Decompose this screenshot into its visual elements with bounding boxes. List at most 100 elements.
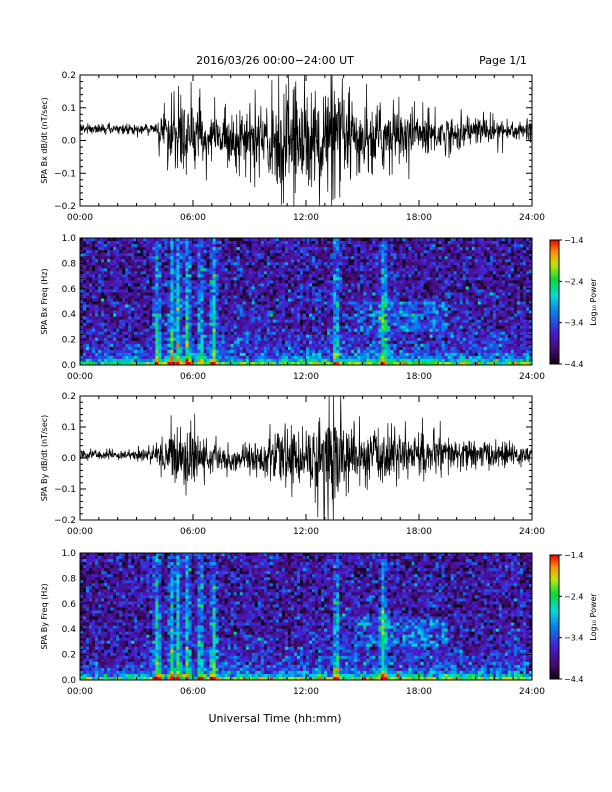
spectrogram-cell [161,256,165,260]
spectrogram-cell [299,289,304,293]
spectrogram-cell [188,244,192,248]
spectrogram-cell [272,268,277,272]
spectrogram-cell [146,331,150,336]
spectrogram-cell [366,277,370,281]
spectrogram-cell [200,277,204,281]
spectrogram-cell [366,349,370,354]
spectrogram-cell [296,355,301,360]
spectrogram-cell [155,304,159,308]
spectrogram-cell [236,283,241,287]
spectrogram-cell [369,247,373,251]
spectrogram-cell [158,337,162,342]
spectrogram-cell [315,316,319,321]
spectrogram-cell [206,289,210,293]
spectrogram-cell [167,349,171,354]
spectrogram-cell [333,292,337,296]
spectrogram-cell [206,298,210,302]
spectrogram-cell [342,259,346,263]
spectrogram-cell [92,307,96,311]
spectrogram-cell [158,271,162,275]
spectrogram-cell [107,280,111,284]
spectrogram-cell [345,277,349,281]
spectrogram-cell [224,262,229,266]
spectrogram-cell [152,319,156,324]
spectrogram-cell [245,280,250,284]
spectrogram-cell [390,259,394,263]
spectrogram-cell [354,283,358,287]
spectrogram-cell [263,346,268,351]
spectrogram-cell [236,292,241,296]
spectrogram-cell [348,244,352,248]
spectrogram-cell [312,265,316,269]
spectrogram-cell [321,328,325,333]
spectrogram-cell [396,328,400,333]
spectrogram-cell [435,307,439,311]
spectrogram-cell [233,274,238,278]
spectrogram-cell [125,328,129,333]
spectrogram-cell [173,352,177,357]
spectrogram-cell [423,241,427,245]
spectrogram-cell [290,334,295,339]
spectrogram-cell [272,358,277,363]
spectrogram-cell [119,262,123,266]
spectrogram-cell [149,328,153,333]
spectrogram-cell [339,238,343,242]
spectrogram-cell [131,331,135,336]
spectrogram-cell [92,316,96,321]
spectrogram-cell [86,241,90,245]
spectrogram-cell [248,334,253,339]
spectrogram-cell [251,325,256,330]
spectrogram-cell [164,292,168,296]
spectrogram-cell [290,349,295,354]
spectrogram-cell [342,301,346,305]
spectrogram-cell [296,271,301,275]
spectrogram-cell [324,334,328,339]
spectrogram-cell [143,304,147,308]
spectrogram-cell [272,319,277,324]
spectrogram-cell [200,262,204,266]
spectrogram-cell [351,307,355,311]
spectrogram-cell [269,346,274,351]
spectrogram-cell [230,352,235,357]
spectrogram-cell [215,262,220,266]
spectrogram-cell [161,358,165,363]
spectrogram-cell [284,256,289,260]
spectrogram-cell [342,286,346,290]
spectrogram-cell [179,247,183,251]
spectrogram-cell [251,304,256,308]
spectrogram-cell [86,304,90,308]
spectrogram-cell [95,340,99,345]
spectrogram-cell [125,352,129,357]
spectrogram-cell [185,286,189,290]
spectrogram-cell [393,256,397,260]
spectrogram-cell [272,355,277,360]
spectrogram-cell [420,265,424,269]
spectrogram-cell [86,256,90,260]
spectrogram-cell [152,295,156,299]
spectrogram-cell [107,310,111,314]
spectrogram-cell [363,310,367,314]
spectrogram-cell [312,292,316,296]
spectrogram-cell [330,298,334,302]
spectrogram-cell [354,265,358,269]
spectrogram-cell [260,253,265,257]
spectrogram-cell [80,304,84,308]
spectrogram-cell [287,289,292,293]
spectrogram-cell [339,256,343,260]
spectrogram-cell [149,349,153,354]
spectrogram-cell [236,352,241,357]
spectrogram-cell [318,259,322,263]
spectrogram-cell [242,289,247,293]
spectrogram-cell [242,253,247,257]
spectrogram-cell [420,349,424,354]
spectrogram-cell [272,352,277,357]
spectrogram-cell [197,352,201,357]
spectrogram-cell [266,283,271,287]
spectrogram-cell [260,355,265,360]
spectrogram-cell [396,331,400,336]
spectrogram-cell [296,247,301,251]
spectrogram-cell [363,358,367,363]
spectrogram-cell [152,253,156,257]
spectrogram-cell [278,253,283,257]
spectrogram-cell [86,349,90,354]
